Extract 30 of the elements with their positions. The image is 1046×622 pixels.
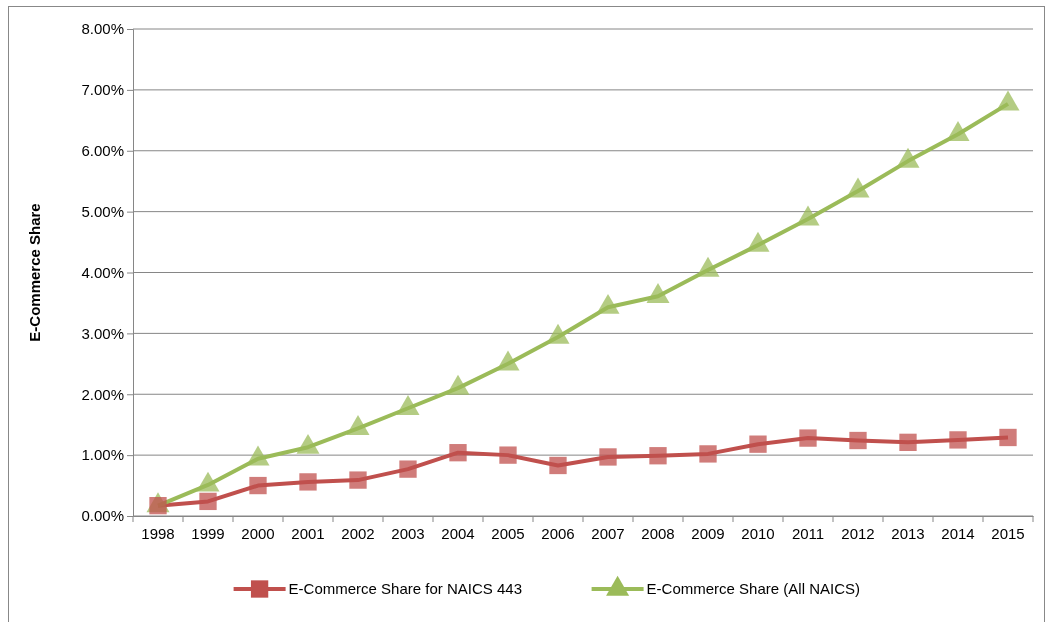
x-tick-label: 2007 [591,524,625,542]
x-tick-label: 2014 [941,524,975,542]
y-tick-label: 4.00% [81,263,124,281]
legend-label: E-Commerce Share (All NAICS) [646,580,860,597]
y-tick-label: 2.00% [81,385,124,403]
x-tick-label: 2009 [691,524,725,542]
x-tick-label: 2011 [791,524,825,542]
y-axis-title: E-Commerce Share [26,203,43,342]
x-tick-label: 2000 [241,524,275,542]
y-tick-label: 0.00% [81,507,124,525]
x-tick-label: 2002 [341,524,375,542]
x-tick-label: 2015 [991,524,1025,542]
y-tick-label: 8.00% [81,20,124,38]
y-tick-label: 7.00% [81,81,124,99]
y-tick-label: 5.00% [81,202,124,220]
x-tick-label: 2005 [491,524,525,542]
x-tick-label: 2003 [391,524,425,542]
x-tick-label: 2013 [891,524,925,542]
legend-label: E-Commerce Share for NAICS 443 [288,580,523,597]
x-tick-label: 2006 [541,524,575,542]
y-tick-label: 1.00% [81,446,124,464]
x-tick-label: 2004 [441,524,475,542]
x-tick-label: 2010 [741,524,775,542]
y-tick-label: 3.00% [81,324,124,342]
x-tick-label: 2008 [641,524,675,542]
x-tick-label: 2012 [841,524,875,542]
y-tick-label: 6.00% [81,142,124,160]
x-tick-label: 1998 [141,524,175,542]
x-tick-label: 1999 [191,524,225,542]
x-tick-label: 2001 [291,524,325,542]
